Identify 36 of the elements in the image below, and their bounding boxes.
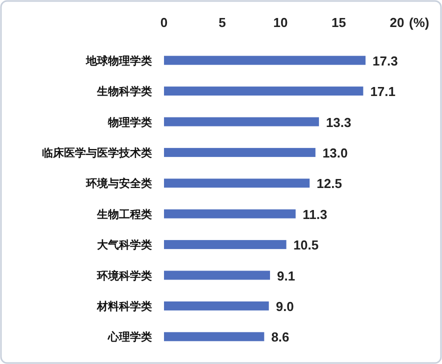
bar bbox=[164, 209, 296, 218]
data-label: 10.5 bbox=[293, 238, 319, 253]
bar bbox=[164, 117, 319, 126]
y-tick-label: 地球物理学类 bbox=[85, 54, 152, 68]
data-label: 9.0 bbox=[276, 298, 294, 314]
y-tick-label: 临床医学与医学技术类 bbox=[42, 146, 152, 160]
bar bbox=[164, 270, 270, 280]
bar bbox=[164, 86, 364, 96]
y-tick-label: 心理学类 bbox=[107, 330, 152, 344]
data-label: 13.3 bbox=[326, 114, 352, 130]
data-label: 12.5 bbox=[316, 176, 342, 192]
y-tick-label: 环境与安全类 bbox=[85, 177, 152, 190]
y-tick-label: 物理学类 bbox=[107, 116, 152, 129]
x-axis-title: (%) bbox=[409, 15, 430, 30]
bar bbox=[164, 148, 316, 157]
data-label: 17.3 bbox=[372, 53, 398, 68]
bar bbox=[164, 332, 264, 342]
bar bbox=[164, 240, 286, 250]
y-tick-label: 生物工程类 bbox=[96, 208, 152, 221]
bar bbox=[164, 301, 269, 310]
y-tick-label: 大气科学类 bbox=[97, 238, 152, 252]
data-label: 17.1 bbox=[370, 84, 396, 100]
data-label: 8.6 bbox=[271, 330, 290, 345]
y-tick-label: 材料科学类 bbox=[96, 300, 152, 313]
x-tick-label: 5 bbox=[218, 15, 226, 30]
y-tick-label: 环境科学类 bbox=[96, 269, 152, 282]
bar bbox=[164, 56, 366, 65]
x-tick-label: 15 bbox=[332, 15, 346, 30]
data-label: 13.0 bbox=[322, 145, 348, 160]
x-tick-label: 0 bbox=[160, 15, 168, 30]
data-label: 11.3 bbox=[302, 206, 328, 222]
bar bbox=[164, 178, 310, 188]
y-tick-label: 生物科学类 bbox=[96, 85, 152, 98]
x-tick-label: 10 bbox=[273, 15, 288, 30]
data-label: 9.1 bbox=[277, 268, 296, 284]
x-tick-label: 20 bbox=[390, 15, 404, 30]
